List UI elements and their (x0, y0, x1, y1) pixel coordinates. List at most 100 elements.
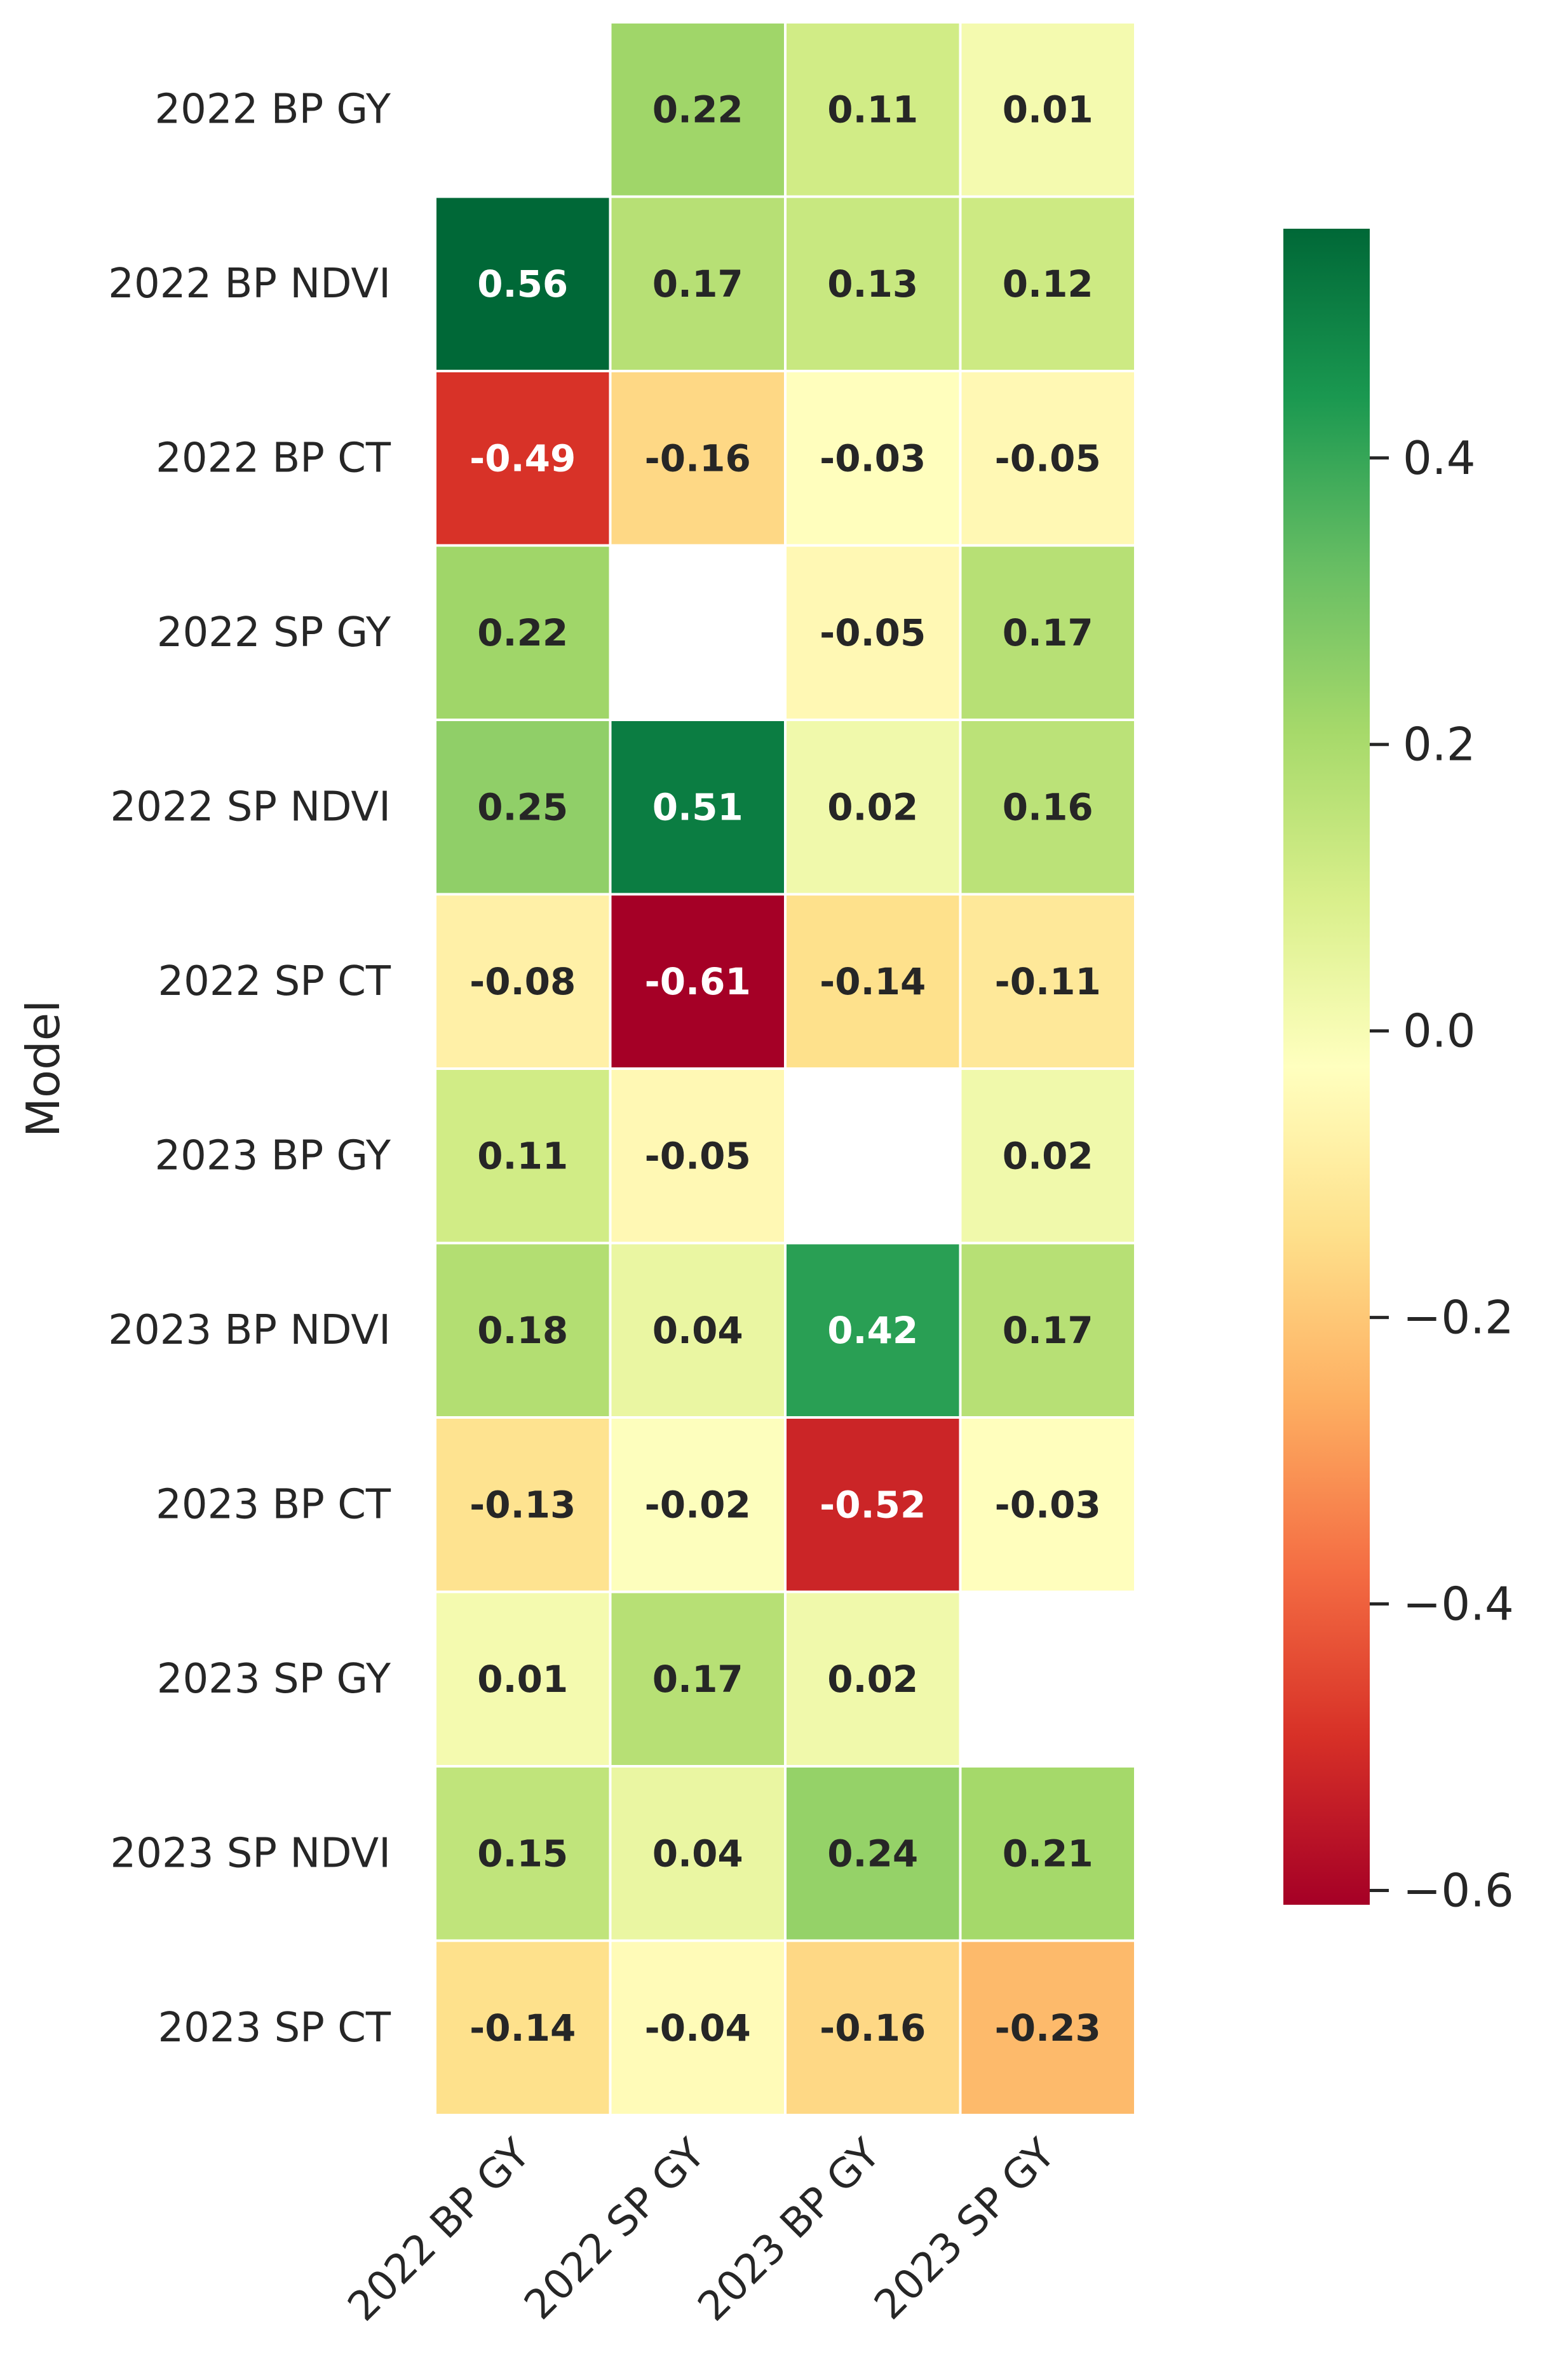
cell-value-label: 0.25 (477, 785, 568, 828)
cell-value-label: -0.03 (820, 436, 926, 480)
row-label-2023-bp-ct: 2023 BP CT (156, 1481, 391, 1528)
heatmap-cell-2022-sp-ndvi-x-2022-sp-gy (609, 719, 787, 896)
cell-value-label: 0.22 (652, 88, 743, 131)
cell-value-label: -0.16 (820, 2006, 926, 2050)
colorbar-tick-label: −0.6 (1403, 1863, 1514, 1917)
cell-value-label: 0.51 (652, 785, 743, 828)
heatmap-cell-2022-sp-ndvi-x-2023-bp-gy (784, 719, 962, 896)
cell-value-label: 0.04 (652, 1832, 743, 1875)
row-label-2022-bp-ndvi: 2022 BP NDVI (108, 260, 391, 308)
cell-value-label: 0.17 (652, 262, 743, 306)
heatmap-cell-2023-sp-gy-x-2023-bp-gy (784, 1590, 962, 1768)
heatmap-cell-2023-sp-ndvi-x-2023-bp-gy (784, 1765, 962, 1942)
heatmap-cell-2022-sp-ct-x-2022-bp-gy (434, 893, 612, 1070)
cell-value-label: -0.05 (820, 611, 926, 654)
column-label-2023-sp-gy: 2023 SP GY (866, 2130, 1065, 2329)
row-label-2023-bp-gy: 2023 BP GY (154, 1132, 391, 1179)
cell-value-label: 0.12 (1003, 262, 1093, 306)
cell-value-label: 0.24 (827, 1832, 918, 1875)
heatmap-cell-2022-bp-ndvi-x-2022-bp-gy (434, 195, 612, 372)
heatmap-cell-2023-sp-ndvi-x-2023-sp-gy (959, 1765, 1137, 1942)
cell-value-label: 0.02 (827, 1658, 918, 1701)
colorbar-tick-label: 0.4 (1403, 431, 1476, 485)
heatmap-cells: 0.22 0.11 0.01 0.56 0.17 0.13 0.12 -0.49 -0.16 -0… (434, 21, 1137, 2116)
cell-value-label: 0.42 (827, 1309, 918, 1352)
cell-value-label: 0.15 (477, 1832, 568, 1875)
cell-value-label: -0.14 (820, 960, 926, 1003)
heatmap-cell-2022-sp-ct-x-2023-sp-gy (959, 893, 1137, 1070)
cell-value-label: -0.11 (995, 960, 1101, 1003)
heatmap-cell-2022-sp-ndvi-x-2023-sp-gy (959, 719, 1137, 896)
heatmap-cell-2023-sp-ct-x-2023-sp-gy (959, 1939, 1137, 2116)
heatmap-cell-2022-bp-ct-x-2023-bp-gy (784, 370, 962, 547)
cell-value-label: 0.01 (477, 1658, 568, 1701)
heatmap-cell-2022-bp-ct-x-2022-sp-gy (609, 370, 787, 547)
cell-value-label: 0.18 (477, 1309, 568, 1352)
column-label-2022-sp-gy: 2022 SP GY (516, 2130, 715, 2329)
y-axis-title: Model (17, 1000, 70, 1137)
heatmap-cell-2022-sp-gy-x-2023-sp-gy (959, 544, 1137, 721)
cell-value-label: -0.16 (645, 436, 751, 480)
cell-value-label: 0.02 (827, 785, 918, 828)
heatmap-cell-2023-bp-ct-x-2022-sp-gy (609, 1416, 787, 1593)
cell-value-label: 0.04 (652, 1309, 743, 1352)
cell-value-label: -0.04 (645, 2006, 751, 2050)
heatmap-cell-2022-sp-ct-x-2022-sp-gy (609, 893, 787, 1070)
row-label-2022-sp-ct: 2022 SP CT (158, 958, 391, 1005)
heatmap-cell-2022-bp-gy-x-2023-sp-gy (959, 21, 1137, 198)
column-label-2022-bp-gy: 2022 BP GY (339, 2130, 540, 2330)
heatmap-cell-2023-bp-ndvi-x-2023-bp-gy (784, 1241, 962, 1419)
cell-value-label: 0.17 (1003, 611, 1093, 654)
row-label-2023-sp-ndvi: 2023 SP NDVI (111, 1830, 391, 1877)
cell-value-label: 0.56 (477, 262, 568, 306)
colorbar-tick-label: 0.2 (1403, 718, 1476, 771)
row-label-2022-sp-ndvi: 2022 SP NDVI (111, 783, 391, 830)
colorbar-tick-label: −0.2 (1403, 1291, 1514, 1344)
cell-value-label: 0.17 (652, 1658, 743, 1701)
cell-value-label: -0.03 (995, 1483, 1101, 1526)
colorbar-tick-label: 0.0 (1403, 1004, 1476, 1058)
row-labels: 2022 BP GY 2022 BP NDVI 2022 BP CT 2022 SP … (108, 86, 391, 2052)
cell-value-label: 0.11 (477, 1134, 568, 1177)
cell-value-label: -0.05 (995, 436, 1101, 480)
cell-value-label: -0.52 (820, 1483, 926, 1526)
heatmap-cell-2022-bp-ndvi-x-2023-bp-gy (784, 195, 962, 372)
cell-value-label: -0.08 (470, 960, 576, 1003)
cell-value-label: -0.23 (995, 2006, 1101, 2050)
cell-value-label: -0.02 (645, 1483, 751, 1526)
row-label-2022-bp-gy: 2022 BP GY (154, 86, 391, 133)
heatmap-cell-2022-bp-ct-x-2023-sp-gy (959, 370, 1137, 547)
heatmap-cell-2023-sp-ndvi-x-2022-bp-gy (434, 1765, 612, 1942)
cell-value-label: -0.61 (645, 960, 751, 1003)
heatmap-cell-2023-bp-gy-x-2022-bp-gy (434, 1067, 612, 1245)
cell-value-label: 0.22 (477, 611, 568, 654)
cell-value-label: 0.01 (1003, 88, 1093, 131)
heatmap-cell-2022-bp-ct-x-2022-bp-gy (434, 370, 612, 547)
cell-value-label: -0.14 (470, 2006, 576, 2050)
heatmap-cell-2023-sp-ct-x-2022-bp-gy (434, 1939, 612, 2116)
heatmap-cell-2023-sp-ct-x-2023-bp-gy (784, 1939, 962, 2116)
cell-value-label: 0.11 (827, 88, 918, 131)
row-label-2022-bp-ct: 2022 BP CT (156, 435, 391, 482)
row-label-2023-sp-ct: 2023 SP CT (158, 2005, 391, 2052)
heatmap-cell-2023-bp-ndvi-x-2022-sp-gy (609, 1241, 787, 1419)
cell-value-label: -0.49 (470, 436, 576, 480)
heatmap-cell-2022-bp-gy-x-2022-sp-gy (609, 21, 787, 198)
heatmap-cell-2022-bp-gy-x-2023-bp-gy (784, 21, 962, 198)
heatmap-cell-2023-bp-ndvi-x-2023-sp-gy (959, 1241, 1137, 1419)
cell-value-label: -0.05 (645, 1134, 751, 1177)
cell-value-label: 0.02 (1003, 1134, 1093, 1177)
heatmap-cell-2022-sp-gy-x-2022-bp-gy (434, 544, 612, 721)
column-label-2023-bp-gy: 2023 BP GY (689, 2130, 890, 2330)
heatmap-cell-2023-bp-ct-x-2023-sp-gy (959, 1416, 1137, 1593)
heatmap-cell-2023-bp-gy-x-2023-sp-gy (959, 1067, 1137, 1245)
colorbar-tick-label: −0.4 (1403, 1578, 1514, 1631)
cell-value-label: 0.17 (1003, 1309, 1093, 1352)
colorbar-ticks: 0.4 0.2 0.0 −0.2 −0.4 −0.6 (1370, 431, 1514, 1917)
row-label-2022-sp-gy: 2022 SP GY (157, 609, 391, 656)
cell-value-label: 0.13 (827, 262, 918, 306)
cell-value-label: -0.13 (470, 1483, 576, 1526)
cell-value-label: 0.16 (1003, 785, 1093, 828)
